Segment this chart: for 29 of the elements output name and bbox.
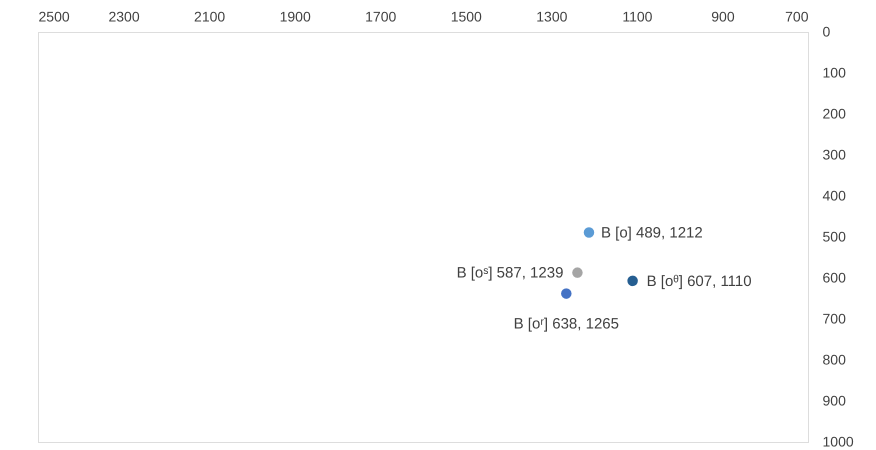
x-tick-label: 700 xyxy=(785,8,809,24)
x-tick-label: 2100 xyxy=(194,8,226,24)
y-tick-label: 500 xyxy=(822,228,846,244)
annotation: B [oˢ] 587, 1239 xyxy=(456,264,564,282)
x-tick-label: 2500 xyxy=(38,8,70,24)
point xyxy=(572,267,583,278)
x-tick-label: 1500 xyxy=(450,8,482,24)
x-tick-label: 1100 xyxy=(622,8,653,24)
y-tick-label: 300 xyxy=(822,146,846,162)
point xyxy=(584,227,594,238)
y-tick-label: 400 xyxy=(822,188,846,204)
annotation: B [oʳ] 638, 1265 xyxy=(514,316,619,333)
x-tick-label: 1300 xyxy=(536,8,568,24)
annotation: B [oᶿ] 607, 1110 xyxy=(646,272,752,290)
y-tick-label: 1000 xyxy=(822,434,854,450)
point xyxy=(561,288,572,299)
x-tick-label: 1700 xyxy=(365,8,397,24)
y-tick-label: 800 xyxy=(822,352,846,368)
y-tick-label: 700 xyxy=(822,310,846,326)
y-tick-label: 200 xyxy=(822,106,846,122)
x-tick-label: 2300 xyxy=(108,8,140,24)
y-tick-label: 0 xyxy=(822,24,830,40)
y-tick-label: 600 xyxy=(822,270,846,286)
x-tick-label: 900 xyxy=(711,8,735,24)
y-tick-label: 900 xyxy=(822,392,846,408)
y-tick-label: 100 xyxy=(822,64,846,80)
x-tick-label: 1900 xyxy=(280,8,311,24)
annotation: B [o] 489, 1212 xyxy=(600,224,703,242)
point xyxy=(627,276,638,286)
